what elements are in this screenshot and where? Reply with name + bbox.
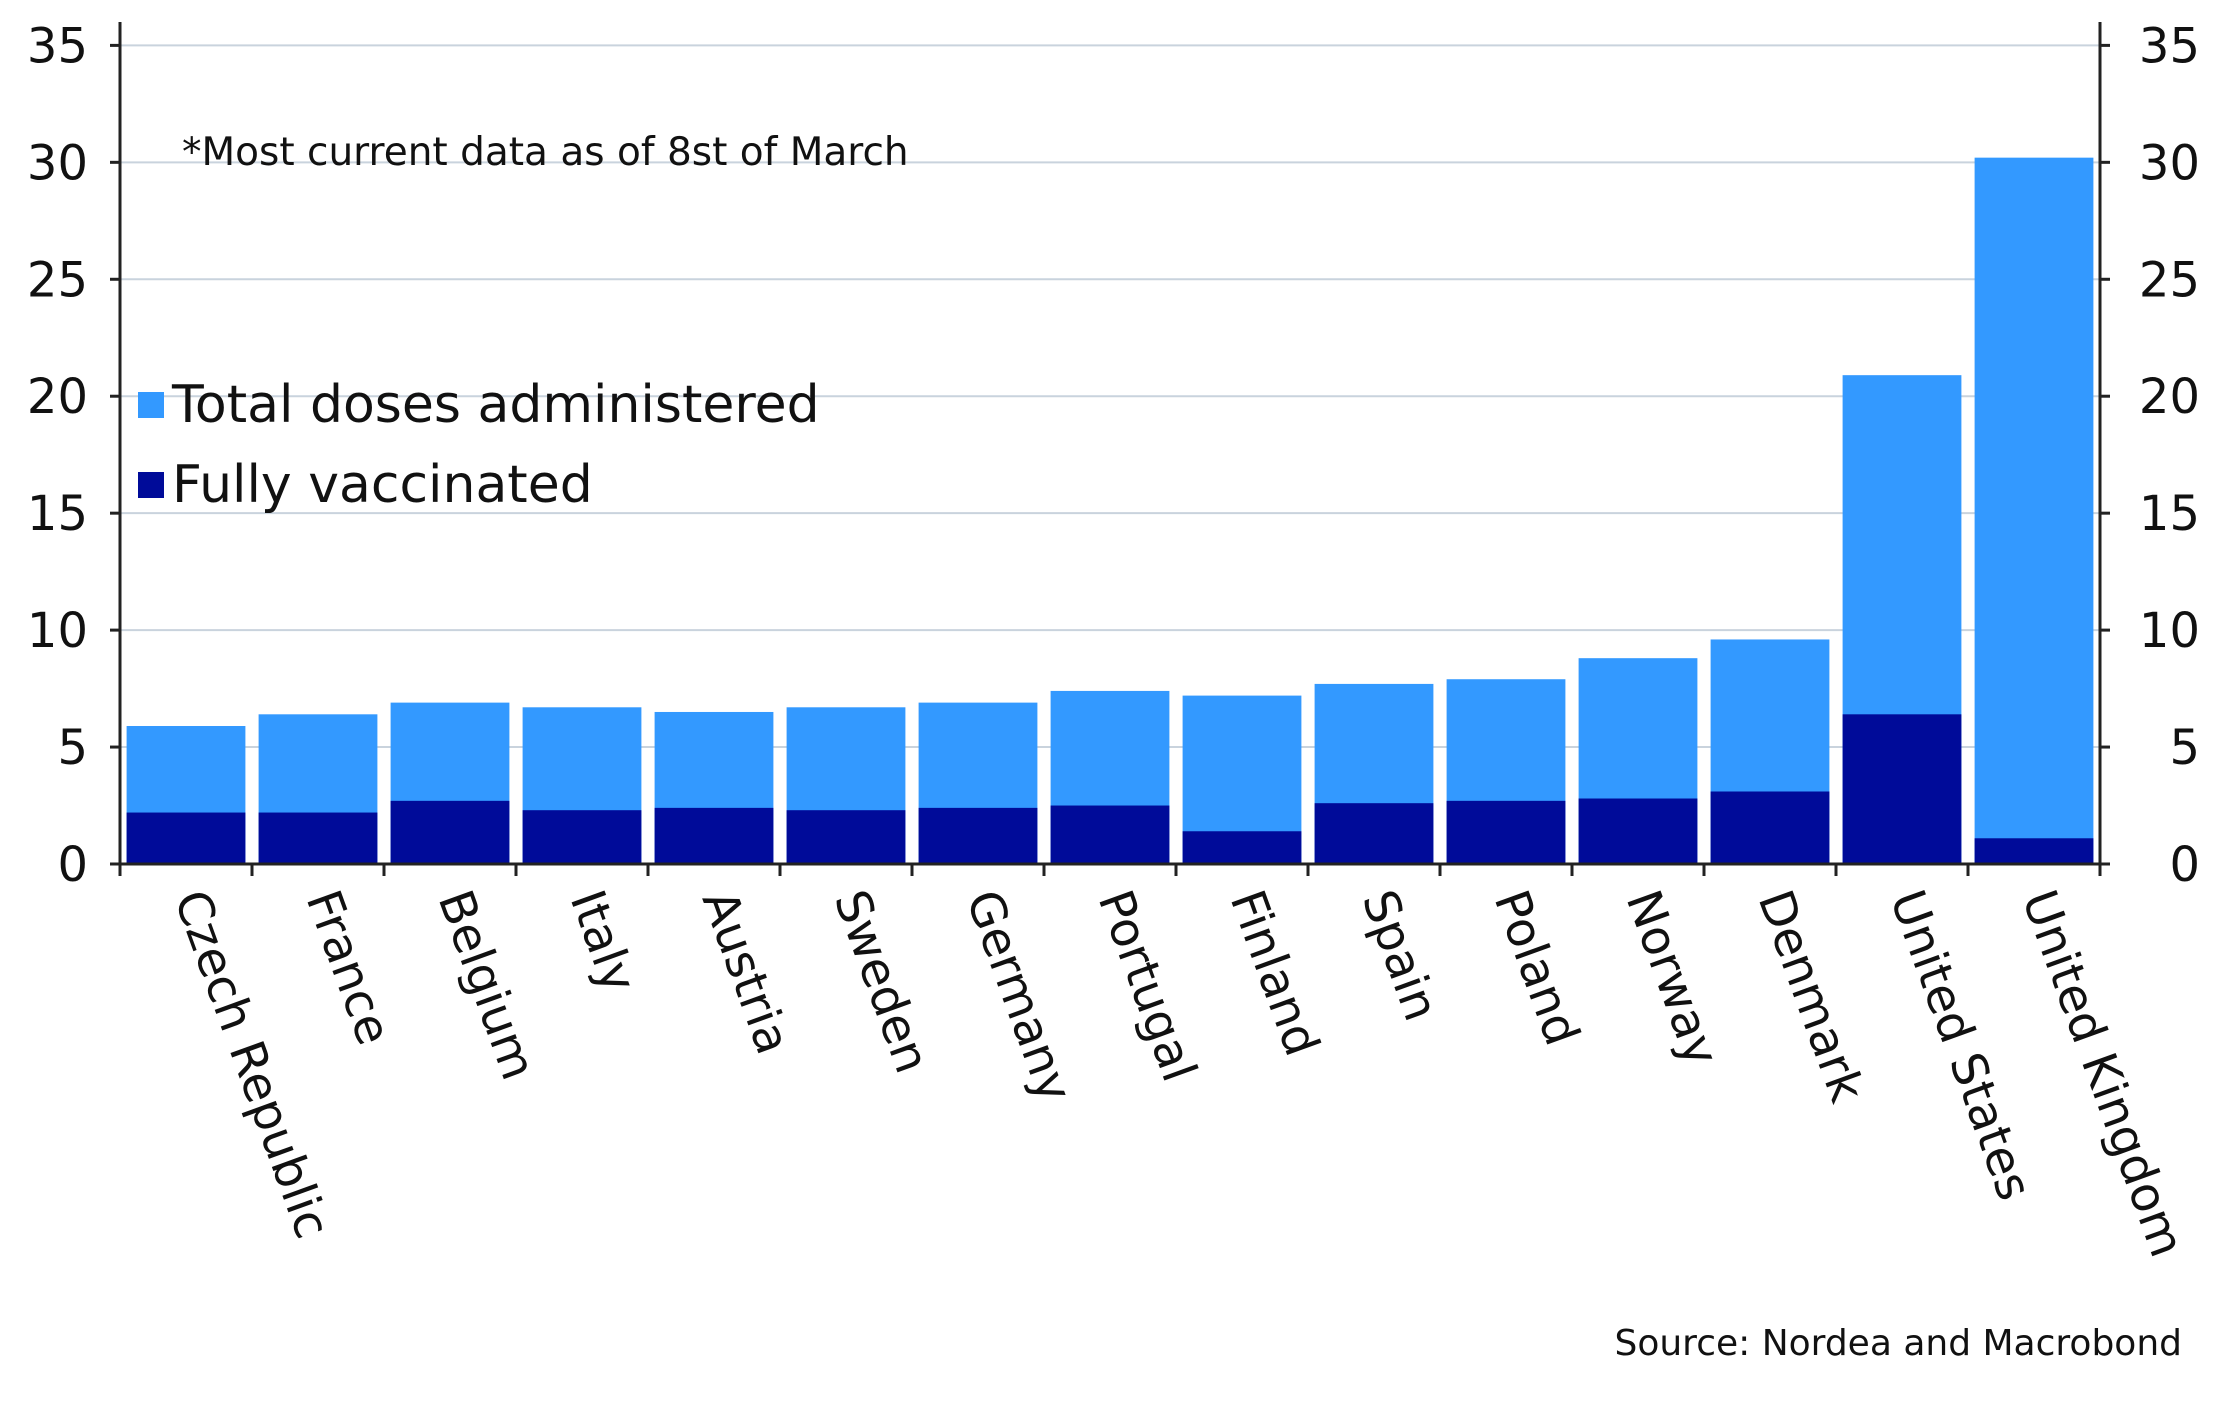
source-note: Source: Nordea and Macrobond xyxy=(1614,1323,2182,1364)
bar-czech-republic-fully-vaccinated xyxy=(126,812,246,864)
legend-swatch-total-doses xyxy=(138,392,164,418)
bar-italy-fully-vaccinated xyxy=(522,810,642,864)
right-y-tick-label-25: 25 xyxy=(2139,252,2200,308)
x-tick-label-norway: Norway xyxy=(1615,883,1730,1073)
bar-norway-fully-vaccinated xyxy=(1578,798,1698,864)
gridlines xyxy=(120,44,2100,749)
x-tick-label-france: France xyxy=(295,883,402,1052)
right-y-tick-label-30: 30 xyxy=(2139,135,2200,191)
bar-france-fully-vaccinated xyxy=(258,812,378,864)
chart-note: *Most current data as of 8st of March xyxy=(182,130,909,175)
right-y-tick-label-15: 15 xyxy=(2139,486,2200,542)
right-y-tick-label-10: 10 xyxy=(2139,603,2200,659)
legend-label-fully-vaccinated: Fully vaccinated xyxy=(172,455,593,515)
bar-portugal-fully-vaccinated xyxy=(1050,805,1170,864)
bars xyxy=(126,157,2094,865)
legend-label-total-doses: Total doses administered xyxy=(171,375,820,435)
legend-swatch-fully-vaccinated xyxy=(138,472,164,498)
x-tick-label-italy: Italy xyxy=(559,883,647,1000)
bar-austria-fully-vaccinated xyxy=(654,807,774,864)
x-tick-label-spain: Spain xyxy=(1351,883,1449,1028)
x-tick-label-united-kingdom: United Kingdom xyxy=(2011,883,2195,1264)
left-y-tick-label-25: 25 xyxy=(27,252,88,308)
left-y-tick-label-20: 20 xyxy=(27,369,88,425)
bar-poland-fully-vaccinated xyxy=(1446,800,1566,864)
bar-spain-fully-vaccinated xyxy=(1314,803,1434,864)
bar-united-kingdom-total-doses xyxy=(1974,157,2094,865)
left-y-tick-label-15: 15 xyxy=(27,486,88,542)
x-tick-label-germany: Germany xyxy=(955,883,1083,1109)
x-tick-label-denmark: Denmark xyxy=(1747,883,1875,1110)
bar-united-kingdom-fully-vaccinated xyxy=(1974,838,2094,864)
x-tick-label-sweden: Sweden xyxy=(823,883,940,1080)
x-tick-label-austria: Austria xyxy=(691,883,802,1062)
left-y-tick-label-10: 10 xyxy=(27,603,88,659)
x-tick-label-poland: Poland xyxy=(1483,883,1590,1053)
right-y-tick-label-35: 35 xyxy=(2139,18,2200,74)
left-y-tick-label-5: 5 xyxy=(57,720,88,776)
bar-united-states-fully-vaccinated xyxy=(1842,714,1962,864)
x-tick-label-finland: Finland xyxy=(1219,883,1330,1063)
right-y-tick-label-20: 20 xyxy=(2139,369,2200,425)
bar-denmark-fully-vaccinated xyxy=(1710,791,1830,864)
bar-finland-fully-vaccinated xyxy=(1182,831,1302,864)
left-y-tick-label-0: 0 xyxy=(57,837,88,893)
left-y-tick-label-30: 30 xyxy=(27,135,88,191)
x-tick-label-belgium: Belgium xyxy=(427,883,547,1087)
bar-germany-fully-vaccinated xyxy=(918,807,1038,864)
bar-sweden-fully-vaccinated xyxy=(786,810,906,864)
x-tick-label-portugal: Portugal xyxy=(1087,883,1208,1089)
left-y-tick-label-35: 35 xyxy=(27,18,88,74)
right-y-tick-label-5: 5 xyxy=(2169,720,2200,776)
bar-belgium-fully-vaccinated xyxy=(390,800,510,864)
right-y-tick-label-0: 0 xyxy=(2169,837,2200,893)
axes xyxy=(110,22,2110,876)
legend: Total doses administered Fully vaccinate… xyxy=(138,375,820,515)
x-tick-label-united-states: United States xyxy=(1879,883,2043,1208)
